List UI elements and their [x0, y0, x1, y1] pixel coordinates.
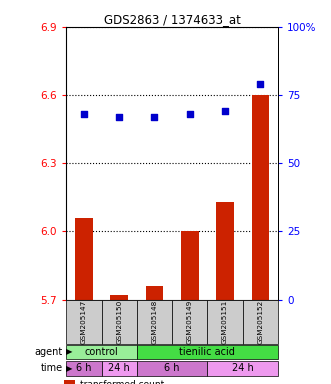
Text: 24 h: 24 h	[232, 363, 254, 374]
Text: ▶: ▶	[66, 364, 72, 373]
Point	[152, 114, 157, 120]
Bar	[66, 344, 137, 359]
Text: 24 h: 24 h	[108, 363, 130, 374]
Text: GSM205149: GSM205149	[187, 300, 193, 344]
Point	[81, 111, 86, 117]
Text: GSM205150: GSM205150	[116, 300, 122, 344]
Bar	[66, 361, 102, 376]
Point	[222, 108, 228, 114]
Point	[117, 114, 122, 120]
Text: 6 h: 6 h	[165, 363, 180, 374]
Bar	[172, 300, 208, 344]
Bar	[216, 202, 234, 300]
Text: GSM205152: GSM205152	[258, 300, 263, 344]
Text: 6 h: 6 h	[76, 363, 92, 374]
Title: GDS2863 / 1374633_at: GDS2863 / 1374633_at	[104, 13, 241, 26]
Text: agent: agent	[35, 347, 63, 357]
Bar	[102, 300, 137, 344]
Text: tienilic acid: tienilic acid	[179, 347, 235, 357]
Point	[258, 81, 263, 87]
Bar	[137, 300, 172, 344]
Bar	[252, 95, 269, 300]
Text: GSM205147: GSM205147	[81, 300, 87, 344]
Bar	[75, 218, 93, 300]
Bar	[208, 300, 243, 344]
Bar	[64, 379, 75, 384]
Text: transformed count: transformed count	[80, 380, 164, 384]
Point	[187, 111, 192, 117]
Text: ▶: ▶	[66, 348, 72, 356]
Bar	[137, 361, 208, 376]
Bar	[146, 286, 163, 300]
Bar	[243, 300, 278, 344]
Text: control: control	[85, 347, 118, 357]
Bar	[110, 295, 128, 300]
Bar	[137, 344, 278, 359]
Text: time: time	[41, 363, 63, 374]
Text: GSM205148: GSM205148	[152, 300, 158, 344]
Bar	[181, 232, 199, 300]
Bar	[66, 300, 102, 344]
Bar	[208, 361, 278, 376]
Bar	[102, 361, 137, 376]
Text: GSM205151: GSM205151	[222, 300, 228, 344]
